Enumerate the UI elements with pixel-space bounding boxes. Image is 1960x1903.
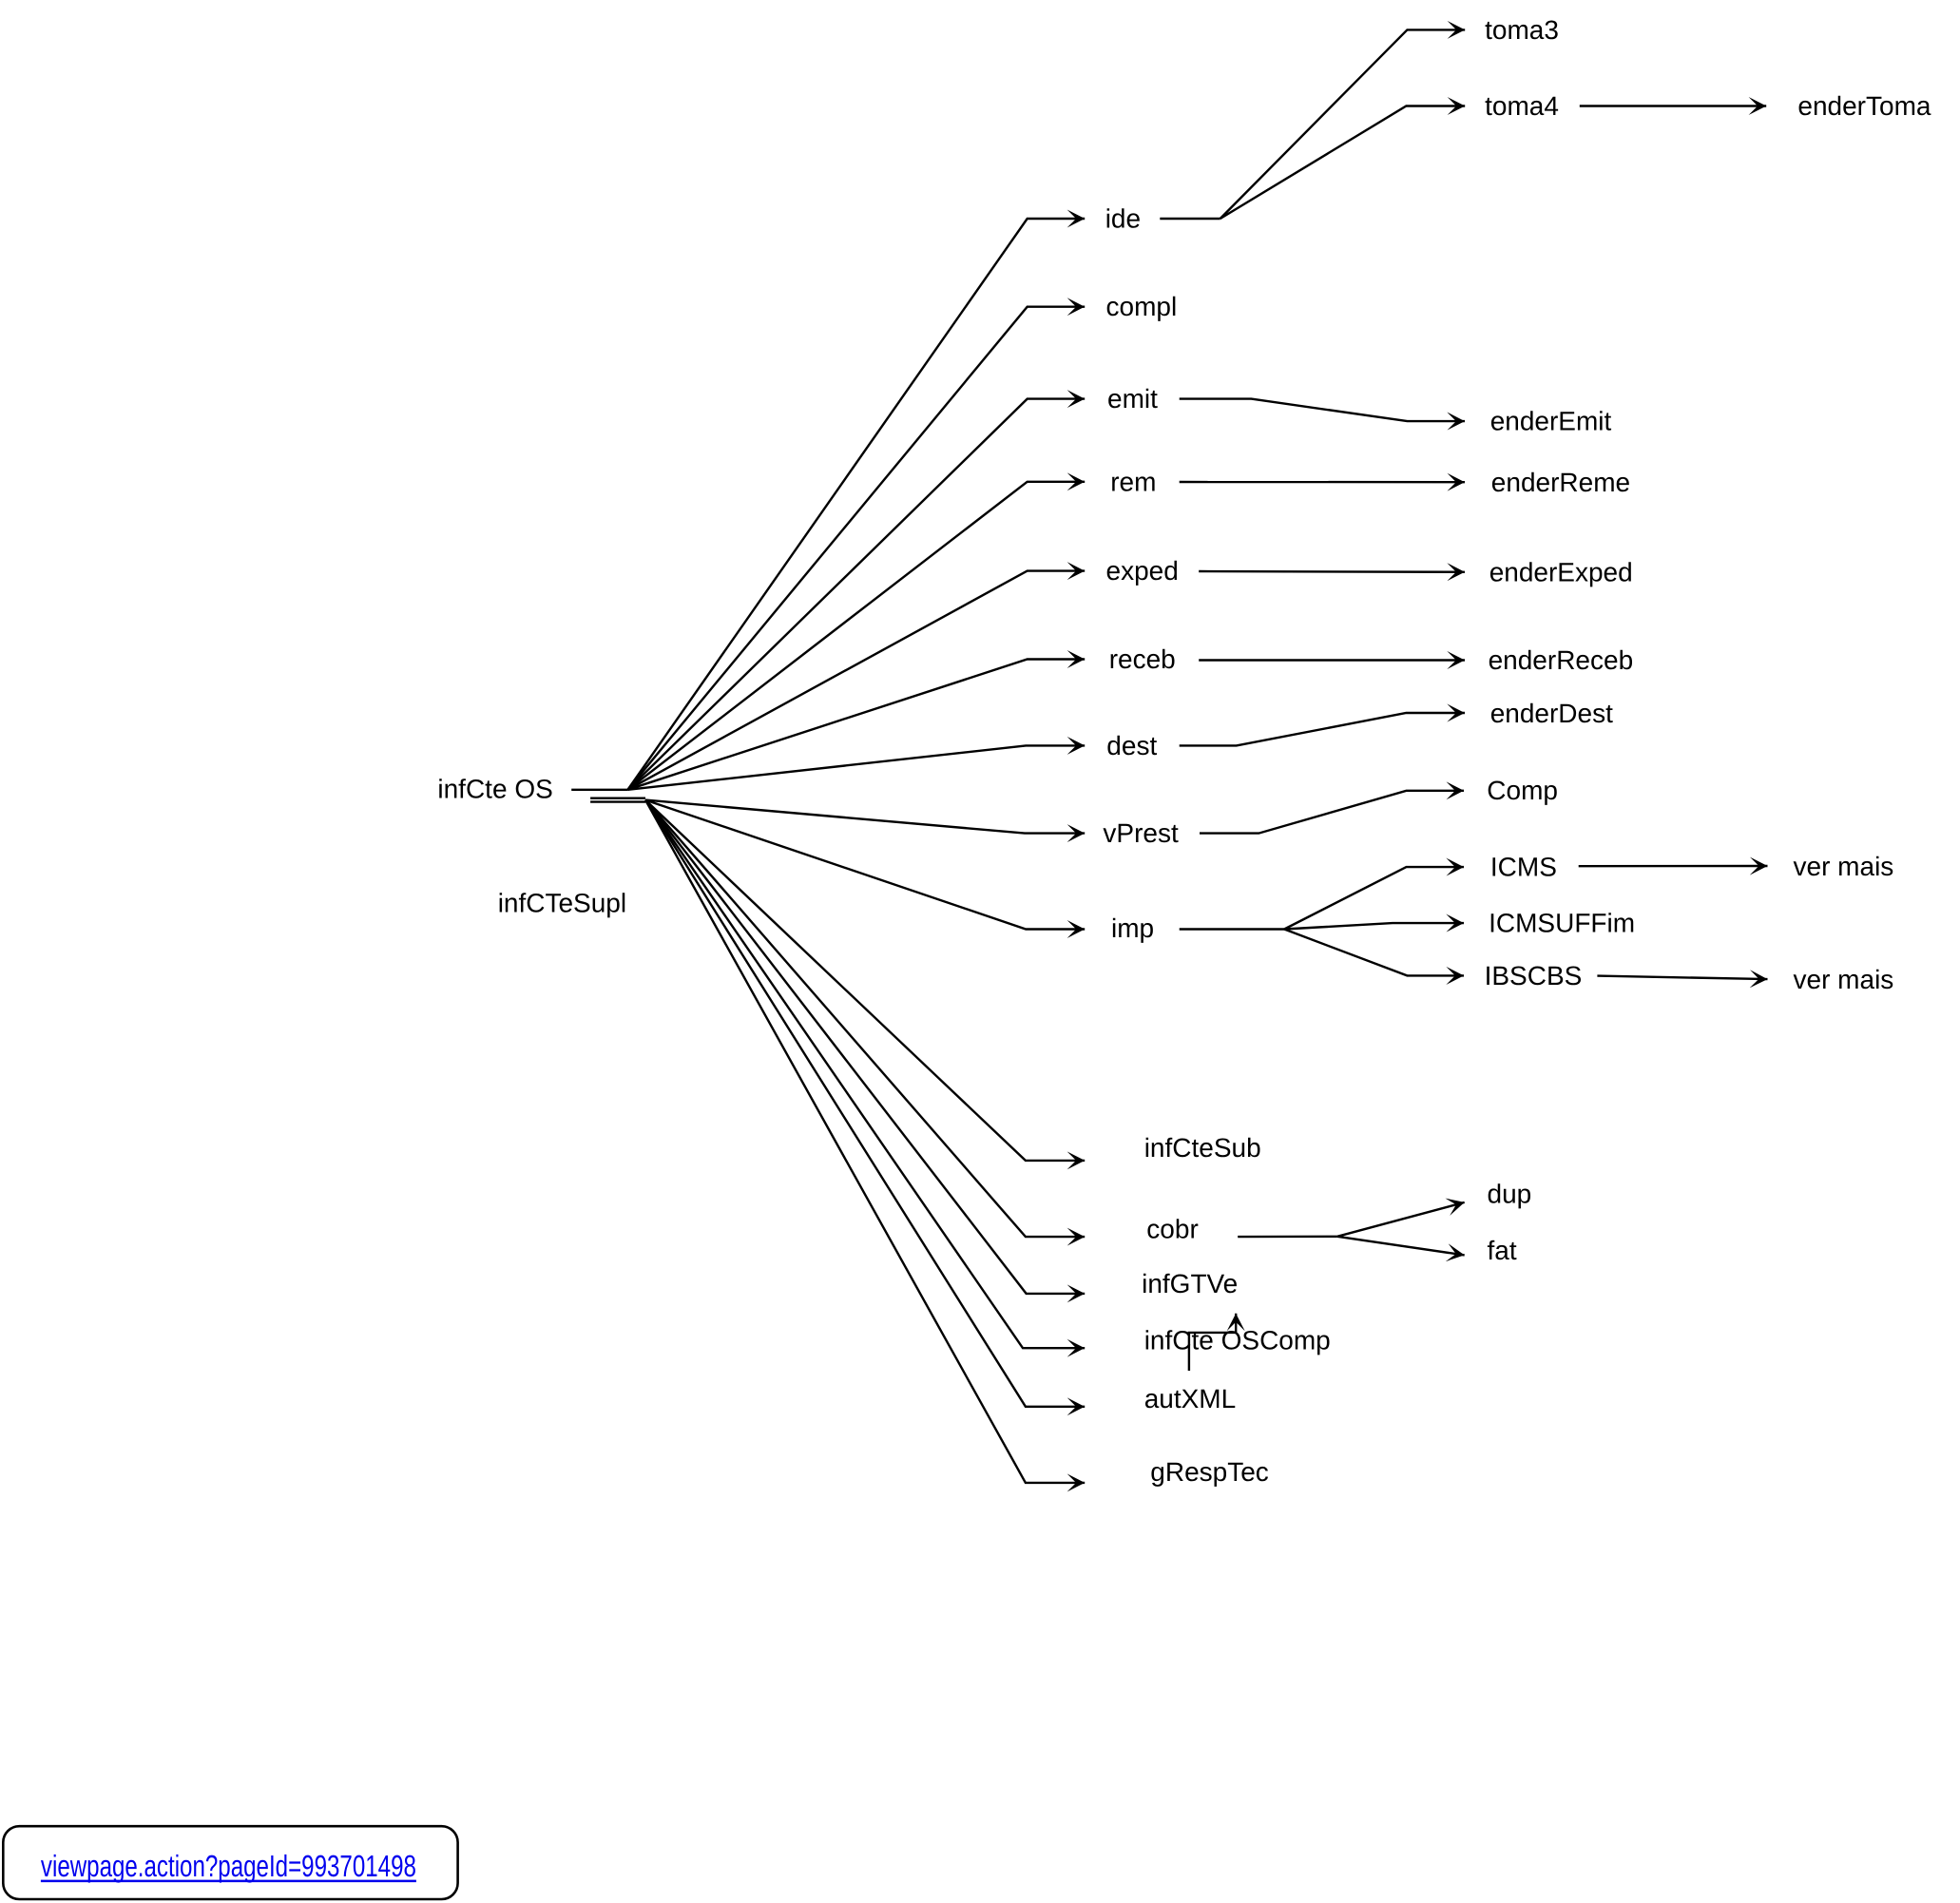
svg-text:ver mais: ver mais	[1794, 852, 1894, 881]
svg-text:receb: receb	[1109, 644, 1176, 674]
svg-text:rem: rem	[1110, 467, 1156, 496]
svg-text:autXML: autXML	[1144, 1384, 1237, 1413]
svg-text:enderReme: enderReme	[1491, 468, 1630, 497]
svg-text:infCTeSupl: infCTeSupl	[498, 889, 626, 918]
svg-text:infGTVe: infGTVe	[1142, 1269, 1238, 1298]
svg-text:enderEmit: enderEmit	[1490, 407, 1612, 436]
svg-text:IBSCBS: IBSCBS	[1485, 961, 1583, 990]
svg-text:enderToma: enderToma	[1797, 91, 1931, 121]
svg-text:viewpage.action?pageId=9937014: viewpage.action?pageId=993701498	[41, 1849, 416, 1883]
svg-text:enderDest: enderDest	[1490, 699, 1613, 728]
svg-text:toma4: toma4	[1485, 91, 1559, 121]
svg-text:ide: ide	[1105, 204, 1141, 234]
svg-text:dest: dest	[1106, 731, 1157, 760]
svg-text:enderReceb: enderReceb	[1489, 645, 1634, 675]
svg-text:imp: imp	[1111, 913, 1154, 943]
svg-text:ICMSUFFim: ICMSUFFim	[1489, 909, 1635, 938]
svg-text:dup: dup	[1488, 1180, 1532, 1209]
svg-text:infCte OSComp: infCte OSComp	[1144, 1326, 1331, 1355]
svg-text:emit: emit	[1107, 384, 1158, 413]
svg-text:gRespTec: gRespTec	[1150, 1457, 1269, 1487]
svg-text:ICMS: ICMS	[1490, 853, 1557, 882]
svg-text:Comp: Comp	[1487, 776, 1558, 805]
svg-text:cobr: cobr	[1146, 1214, 1198, 1243]
svg-text:infCteSub: infCteSub	[1144, 1133, 1261, 1163]
svg-text:fat: fat	[1488, 1236, 1517, 1265]
svg-text:ver mais: ver mais	[1794, 965, 1894, 994]
svg-text:vPrest: vPrest	[1103, 818, 1179, 848]
svg-text:enderExped: enderExped	[1489, 558, 1633, 587]
svg-text:infCte OS: infCte OS	[437, 775, 552, 804]
svg-text:exped: exped	[1106, 556, 1179, 586]
svg-text:toma3: toma3	[1485, 15, 1559, 45]
svg-text:compl: compl	[1106, 292, 1178, 321]
